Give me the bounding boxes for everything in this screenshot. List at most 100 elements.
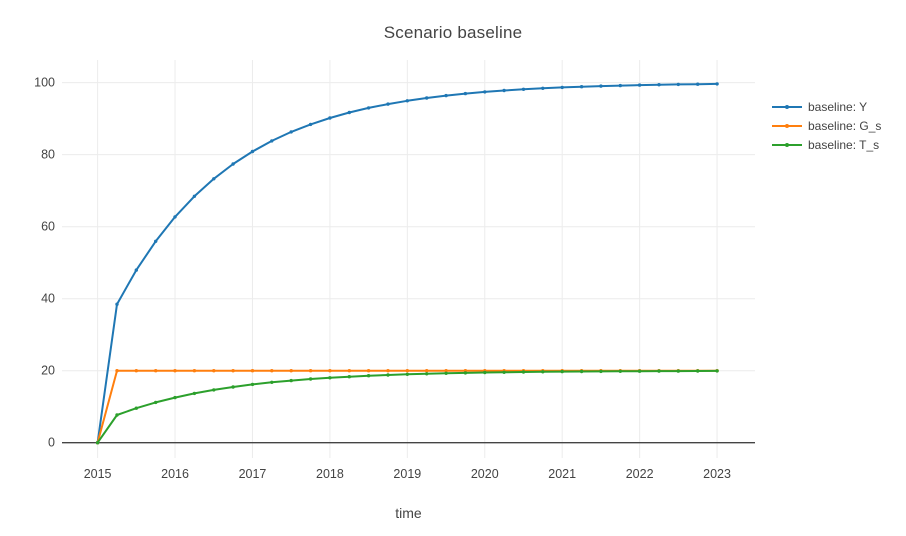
legend-item-baseline-t-s[interactable]: baseline: T_s — [772, 135, 881, 154]
data-point — [366, 374, 371, 378]
data-point — [618, 83, 622, 88]
legend-label: baseline: G_s — [808, 118, 882, 133]
data-point — [521, 370, 526, 374]
data-point — [231, 162, 235, 166]
data-point — [134, 268, 138, 272]
data-point — [657, 369, 661, 373]
data-point — [715, 369, 719, 373]
data-point — [231, 369, 235, 373]
data-point — [386, 102, 390, 106]
legend-item-baseline-y[interactable]: baseline: Y — [772, 97, 881, 116]
data-point — [425, 369, 429, 373]
data-point — [212, 388, 216, 392]
data-point — [405, 369, 409, 373]
y-tick-label: 0 — [48, 436, 55, 450]
data-point — [173, 369, 177, 373]
data-point — [444, 371, 448, 375]
legend-line-sample — [772, 104, 802, 109]
data-point — [560, 369, 564, 374]
data-point — [425, 96, 429, 100]
data-point — [270, 380, 274, 384]
data-point — [328, 116, 332, 120]
legend-marker-dot — [785, 142, 789, 147]
data-point — [154, 400, 158, 405]
data-point — [308, 369, 313, 373]
data-point — [676, 369, 680, 373]
x-tick-label: 2017 — [239, 467, 267, 481]
legend-marker-dot — [785, 104, 789, 109]
data-point — [579, 369, 584, 374]
x-tick-label: 2021 — [548, 467, 576, 481]
series-markers-baseline-y — [95, 82, 719, 445]
data-point — [405, 99, 409, 103]
data-point — [444, 369, 448, 373]
data-point — [347, 369, 351, 373]
data-point — [502, 370, 506, 374]
data-point — [308, 377, 313, 381]
data-point — [715, 82, 719, 86]
data-point — [115, 302, 119, 306]
data-point — [560, 85, 564, 90]
data-point — [637, 369, 642, 373]
data-point — [599, 369, 603, 374]
data-point — [483, 90, 487, 94]
data-point — [270, 139, 274, 143]
data-point — [579, 85, 584, 89]
data-point — [696, 82, 700, 86]
data-point — [289, 378, 293, 383]
data-point — [154, 369, 158, 373]
x-tick-label: 2019 — [393, 467, 421, 481]
data-point — [192, 369, 197, 373]
data-point — [115, 369, 119, 373]
data-point — [212, 369, 216, 373]
data-point — [134, 406, 138, 410]
legend-line-sample — [772, 142, 802, 147]
data-point — [386, 373, 390, 377]
data-point — [95, 441, 100, 445]
data-point — [347, 375, 351, 379]
y-tick-label: 80 — [41, 148, 55, 162]
data-point — [696, 369, 700, 373]
data-point — [425, 372, 429, 376]
data-point — [231, 385, 235, 389]
data-point — [154, 239, 158, 243]
data-point — [134, 369, 138, 373]
data-point — [308, 122, 313, 127]
data-point — [328, 369, 332, 373]
data-point — [463, 371, 468, 375]
legend-line-sample — [772, 123, 802, 128]
data-point — [192, 391, 197, 396]
data-point — [386, 369, 390, 373]
legend-item-baseline-g-s[interactable]: baseline: G_s — [772, 116, 881, 135]
data-point — [463, 91, 468, 96]
legend-label: baseline: T_s — [808, 137, 880, 152]
y-tick-label: 20 — [41, 364, 55, 378]
x-tick-label: 2023 — [703, 467, 731, 481]
chart-title: Scenario baseline — [383, 23, 523, 42]
x-tick-label: 2020 — [471, 467, 499, 481]
data-point — [328, 376, 332, 380]
data-point — [599, 84, 603, 88]
data-point — [444, 93, 448, 98]
legend-label: baseline: Y — [808, 99, 868, 114]
data-point — [212, 177, 216, 181]
data-point — [366, 369, 371, 373]
data-point — [270, 369, 274, 373]
data-point — [541, 370, 545, 374]
data-point — [618, 369, 622, 373]
data-point — [521, 87, 526, 92]
data-point — [173, 395, 177, 400]
data-point — [657, 83, 661, 87]
legend-marker-dot — [785, 123, 789, 128]
y-tick-label: 40 — [41, 292, 55, 306]
data-point — [250, 369, 255, 373]
x-tick-label: 2022 — [626, 467, 654, 481]
y-tick-label: 60 — [41, 220, 55, 234]
data-point — [541, 86, 545, 91]
data-point — [192, 194, 197, 198]
data-point — [483, 370, 487, 375]
data-point — [115, 413, 119, 417]
data-point — [366, 106, 371, 110]
